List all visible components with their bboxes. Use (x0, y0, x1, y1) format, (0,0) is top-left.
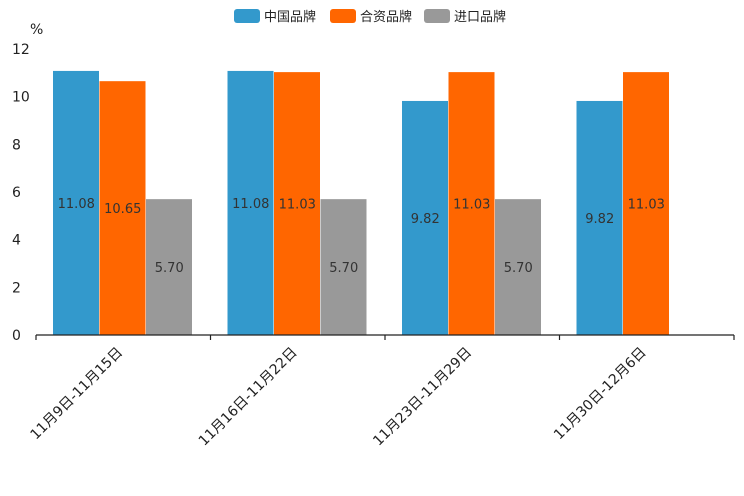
bar-value-label: 11.08 (58, 197, 95, 212)
legend-label: 中国品牌 (264, 9, 316, 25)
bar-value-label: 11.03 (279, 198, 316, 213)
bar-value-label: 5.70 (504, 261, 533, 276)
bar (227, 70, 274, 335)
legend-label: 合资品牌 (360, 9, 412, 25)
y-tick-label: 2 (12, 280, 21, 296)
bars (53, 70, 669, 335)
legend: 中国品牌 合资品牌 进口品牌 (234, 9, 506, 25)
legend-swatch (330, 9, 356, 23)
bar (320, 199, 367, 335)
y-tick-label: 12 (12, 42, 30, 58)
x-tick-label: 11月23日-11月29日 (370, 345, 475, 450)
bar (448, 72, 495, 335)
bar-value-label: 11.08 (232, 197, 269, 212)
bar (99, 81, 146, 335)
y-tick-label: 10 (12, 90, 30, 106)
bar-labels: 11.08 10.65 5.70 11.08 11.03 5.70 9.82 11.03 5.7… (58, 197, 665, 276)
bar-value-label: 11.03 (628, 198, 665, 213)
y-tick-label: 8 (12, 137, 21, 153)
bar-value-label: 11.03 (453, 198, 490, 213)
bar-value-label: 5.70 (329, 261, 358, 276)
bar (402, 100, 448, 335)
legend-label: 进口品牌 (454, 9, 506, 25)
bar (53, 70, 99, 335)
x-tick-label: 11月30日-12月6日 (551, 345, 650, 444)
legend-swatch (424, 9, 450, 23)
bar (274, 72, 320, 335)
bar-value-label: 9.82 (585, 212, 614, 227)
x-axis: 11月9日-11月15日 11月16日-11月22日 11月23日-11月29日 11… (28, 334, 735, 450)
legend-swatch (234, 9, 260, 23)
y-tick-label: 6 (12, 185, 21, 201)
x-tick-label: 11月16日-11月22日 (196, 345, 301, 450)
bar-value-label: 10.65 (104, 202, 141, 217)
y-tick-label: 0 (12, 328, 21, 344)
x-tick-label: 11月9日-11月15日 (28, 345, 127, 444)
bar (495, 199, 541, 335)
bar-value-label: 5.70 (155, 261, 184, 276)
bar-value-label: 9.82 (411, 212, 440, 227)
bar (146, 199, 192, 335)
y-tick-label: 4 (12, 233, 21, 249)
y-axis: 0 2 4 6 8 10 12 (12, 42, 30, 344)
y-axis-unit-label: % (30, 22, 43, 38)
bar (623, 72, 669, 335)
bar (576, 100, 623, 335)
